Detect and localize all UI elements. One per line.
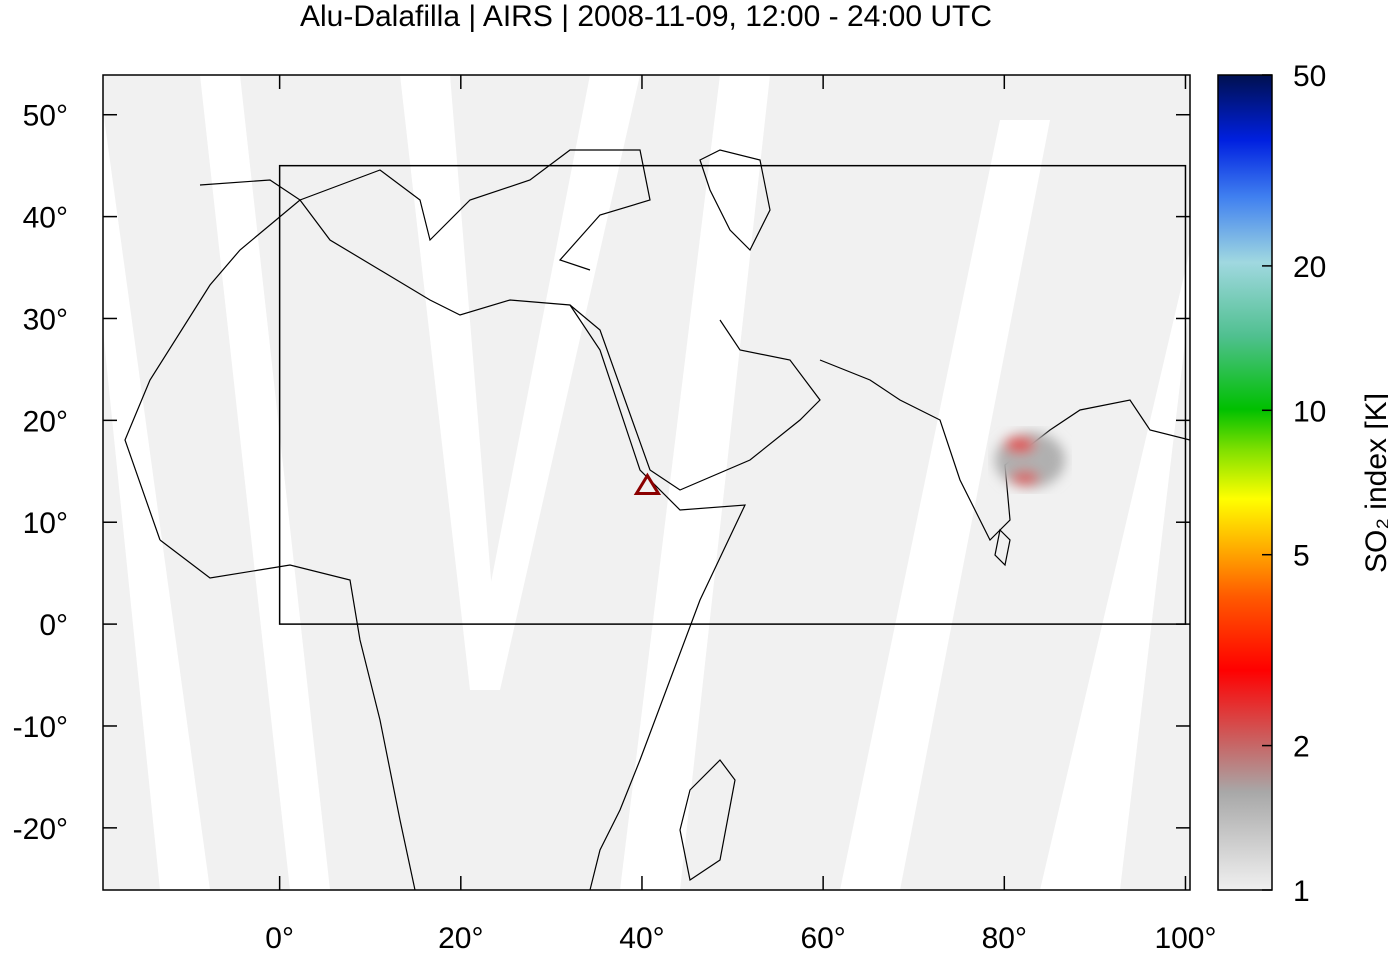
x-tick-label: 60° (800, 922, 845, 950)
coastline (124, 149, 1190, 890)
region-box (278, 164, 1187, 625)
y-tick-label: 30° (23, 303, 68, 336)
colorbar (1217, 74, 1273, 891)
so2-plume (995, 432, 1065, 488)
y-tick-label: 10° (23, 507, 68, 540)
y-tick-label: -10° (13, 711, 68, 744)
x-tick-label: 40° (619, 922, 664, 950)
volcano-marker (633, 472, 662, 496)
x-tick-label: 20° (438, 922, 483, 950)
colorbar-tick-label: 1 (1293, 875, 1310, 908)
colorbar-tick-label: 5 (1293, 540, 1310, 573)
colorbar-label: SO₂ index [K] (1360, 393, 1388, 573)
y-tick-label: 20° (23, 405, 68, 438)
colorbar-tick-label: 10 (1293, 395, 1326, 428)
swath-gaps (103, 75, 1190, 890)
colorbar-tick-label: 20 (1293, 251, 1326, 284)
y-tick-label: -20° (13, 813, 68, 846)
colorbar-tick-label: 50 (1293, 60, 1326, 93)
y-tick-label: 0° (39, 609, 68, 642)
y-tick-label: 40° (23, 202, 68, 235)
colorbar-tick-label: 2 (1293, 731, 1310, 764)
x-tick-label: 0° (265, 922, 294, 950)
x-tick-label: 100° (1154, 922, 1216, 950)
chart-title: Alu-Dalafilla | AIRS | 2008-11-09, 12:00… (300, 0, 992, 33)
y-tick-label: 50° (23, 100, 68, 133)
map-frame (102, 74, 1191, 891)
map-area (103, 75, 1190, 890)
x-tick-label: 80° (982, 922, 1027, 950)
